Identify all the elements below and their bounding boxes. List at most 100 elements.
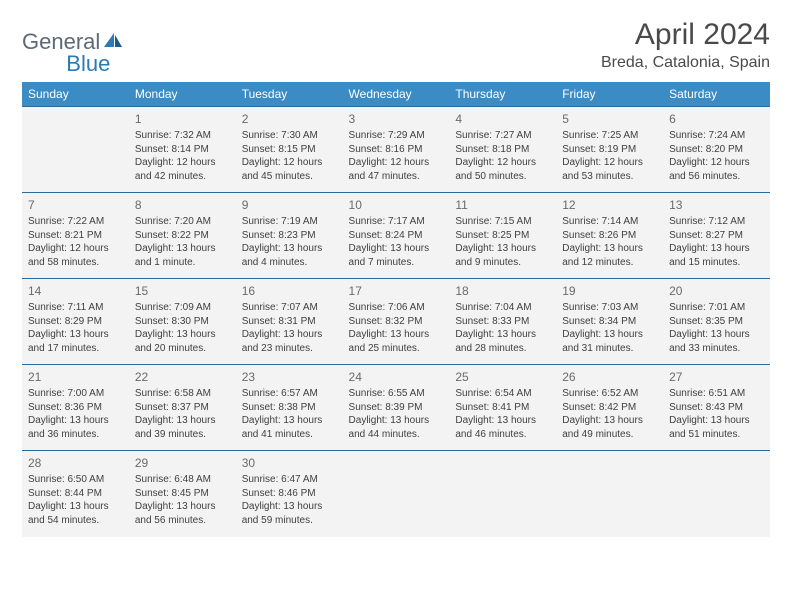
day-content: Sunrise: 7:24 AMSunset: 8:20 PMDaylight:… bbox=[669, 129, 764, 183]
calendar-week-row: 28Sunrise: 6:50 AMSunset: 8:44 PMDayligh… bbox=[22, 451, 770, 537]
calendar-day-cell: 2Sunrise: 7:30 AMSunset: 8:15 PMDaylight… bbox=[236, 107, 343, 193]
day-line-ss: Sunset: 8:15 PM bbox=[242, 143, 337, 157]
calendar-day-cell: 21 Sunrise: 7:00 AMSunset: 8:36 PMDayligh… bbox=[22, 365, 129, 451]
title-block: April 2024 Breda, Catalonia, Spain bbox=[601, 18, 770, 72]
page-header: General Blue April 2024 Breda, Catalonia… bbox=[22, 18, 770, 72]
day-line-ss: Sunset: 8:34 PM bbox=[562, 315, 657, 329]
day-content: Sunrise: 6:57 AMSunset: 8:38 PMDaylight:… bbox=[242, 387, 337, 441]
day-line-d1: Daylight: 12 hours bbox=[242, 156, 337, 170]
day-line-d1: Daylight: 13 hours bbox=[135, 328, 230, 342]
day-line-ss: Sunset: 8:45 PM bbox=[135, 487, 230, 501]
day-line-sr: Sunrise: 7:12 AM bbox=[669, 215, 764, 229]
day-line-d1: Daylight: 13 hours bbox=[349, 328, 444, 342]
calendar-day-cell: 19Sunrise: 7:03 AMSunset: 8:34 PMDayligh… bbox=[556, 279, 663, 365]
calendar-day-cell bbox=[22, 107, 129, 193]
day-line-sr: Sunrise: 7:14 AM bbox=[562, 215, 657, 229]
day-number: 26 bbox=[562, 369, 657, 385]
day-line-d2: and 23 minutes. bbox=[242, 342, 337, 356]
day-line-ss: Sunset: 8:35 PM bbox=[669, 315, 764, 329]
day-line-sr: Sunrise: 6:51 AM bbox=[669, 387, 764, 401]
day-number: 30 bbox=[242, 455, 337, 471]
day-content: Sunrise: 7:00 AMSunset: 8:36 PMDaylight:… bbox=[28, 387, 123, 441]
day-line-ss: Sunset: 8:33 PM bbox=[455, 315, 550, 329]
day-line-d1: Daylight: 12 hours bbox=[562, 156, 657, 170]
day-line-d2: and 15 minutes. bbox=[669, 256, 764, 270]
day-line-sr: Sunrise: 7:27 AM bbox=[455, 129, 550, 143]
calendar-day-cell: 8Sunrise: 7:20 AMSunset: 8:22 PMDaylight… bbox=[129, 193, 236, 279]
day-line-d2: and 54 minutes. bbox=[28, 514, 123, 528]
day-line-d2: and 12 minutes. bbox=[562, 256, 657, 270]
day-header: Wednesday bbox=[343, 82, 450, 107]
day-header: Monday bbox=[129, 82, 236, 107]
day-line-ss: Sunset: 8:36 PM bbox=[28, 401, 123, 415]
calendar-day-cell: 1Sunrise: 7:32 AMSunset: 8:14 PMDaylight… bbox=[129, 107, 236, 193]
day-line-sr: Sunrise: 7:03 AM bbox=[562, 301, 657, 315]
calendar-day-cell: 14Sunrise: 7:11 AMSunset: 8:29 PMDayligh… bbox=[22, 279, 129, 365]
day-header: Friday bbox=[556, 82, 663, 107]
day-number: 7 bbox=[28, 197, 123, 213]
day-line-ss: Sunset: 8:37 PM bbox=[135, 401, 230, 415]
day-line-ss: Sunset: 8:16 PM bbox=[349, 143, 444, 157]
day-content: Sunrise: 7:03 AMSunset: 8:34 PMDaylight:… bbox=[562, 301, 657, 355]
day-number: 8 bbox=[135, 197, 230, 213]
day-line-d1: Daylight: 13 hours bbox=[669, 242, 764, 256]
calendar-week-row: 21Sunrise: 7:00 AMSunset: 8:36 PMDayligh… bbox=[22, 365, 770, 451]
day-line-ss: Sunset: 8:18 PM bbox=[455, 143, 550, 157]
calendar-day-cell: 6Sunrise: 7:24 AMSunset: 8:20 PMDaylight… bbox=[663, 107, 770, 193]
day-content: Sunrise: 7:04 AMSunset: 8:33 PMDaylight:… bbox=[455, 301, 550, 355]
day-line-d2: and 36 minutes. bbox=[28, 428, 123, 442]
day-number: 2 bbox=[242, 111, 337, 127]
day-line-d1: Daylight: 13 hours bbox=[455, 328, 550, 342]
day-line-sr: Sunrise: 7:20 AM bbox=[135, 215, 230, 229]
calendar-subtitle: Breda, Catalonia, Spain bbox=[601, 54, 770, 72]
day-content: Sunrise: 7:22 AMSunset: 8:21 PMDaylight:… bbox=[28, 215, 123, 269]
day-line-sr: Sunrise: 6:54 AM bbox=[455, 387, 550, 401]
calendar-day-cell: 24Sunrise: 6:55 AMSunset: 8:39 PMDayligh… bbox=[343, 365, 450, 451]
day-line-d1: Daylight: 13 hours bbox=[562, 414, 657, 428]
day-number: 29 bbox=[135, 455, 230, 471]
day-line-d1: Daylight: 12 hours bbox=[455, 156, 550, 170]
calendar-day-cell: 28Sunrise: 6:50 AMSunset: 8:44 PMDayligh… bbox=[22, 451, 129, 537]
day-line-ss: Sunset: 8:43 PM bbox=[669, 401, 764, 415]
day-number: 21 bbox=[28, 369, 123, 385]
day-line-sr: Sunrise: 7:22 AM bbox=[28, 215, 123, 229]
day-line-d2: and 58 minutes. bbox=[28, 256, 123, 270]
calendar-day-cell: 16Sunrise: 7:07 AMSunset: 8:31 PMDayligh… bbox=[236, 279, 343, 365]
day-line-ss: Sunset: 8:21 PM bbox=[28, 229, 123, 243]
day-line-d1: Daylight: 13 hours bbox=[455, 414, 550, 428]
day-line-d1: Daylight: 12 hours bbox=[669, 156, 764, 170]
calendar-day-cell: 29Sunrise: 6:48 AMSunset: 8:45 PMDayligh… bbox=[129, 451, 236, 537]
day-line-d1: Daylight: 13 hours bbox=[669, 414, 764, 428]
day-line-d1: Daylight: 13 hours bbox=[135, 500, 230, 514]
day-line-sr: Sunrise: 6:50 AM bbox=[28, 473, 123, 487]
day-number: 3 bbox=[349, 111, 444, 127]
day-line-d1: Daylight: 13 hours bbox=[455, 242, 550, 256]
day-content: Sunrise: 7:14 AMSunset: 8:26 PMDaylight:… bbox=[562, 215, 657, 269]
day-line-d1: Daylight: 13 hours bbox=[135, 242, 230, 256]
day-line-sr: Sunrise: 7:25 AM bbox=[562, 129, 657, 143]
day-number: 4 bbox=[455, 111, 550, 127]
day-line-d2: and 44 minutes. bbox=[349, 428, 444, 442]
day-line-d2: and 31 minutes. bbox=[562, 342, 657, 356]
day-line-ss: Sunset: 8:27 PM bbox=[669, 229, 764, 243]
calendar-day-cell: 9Sunrise: 7:19 AMSunset: 8:23 PMDaylight… bbox=[236, 193, 343, 279]
day-line-sr: Sunrise: 7:00 AM bbox=[28, 387, 123, 401]
day-content: Sunrise: 7:27 AMSunset: 8:18 PMDaylight:… bbox=[455, 129, 550, 183]
day-line-d2: and 33 minutes. bbox=[669, 342, 764, 356]
calendar-day-cell: 11Sunrise: 7:15 AMSunset: 8:25 PMDayligh… bbox=[449, 193, 556, 279]
day-content: Sunrise: 7:12 AMSunset: 8:27 PMDaylight:… bbox=[669, 215, 764, 269]
day-header-row: Sunday Monday Tuesday Wednesday Thursday… bbox=[22, 82, 770, 107]
day-number: 12 bbox=[562, 197, 657, 213]
day-line-d1: Daylight: 13 hours bbox=[28, 328, 123, 342]
day-number: 14 bbox=[28, 283, 123, 299]
day-line-sr: Sunrise: 7:01 AM bbox=[669, 301, 764, 315]
day-header: Thursday bbox=[449, 82, 556, 107]
day-line-d2: and 4 minutes. bbox=[242, 256, 337, 270]
day-line-d2: and 46 minutes. bbox=[455, 428, 550, 442]
day-line-d2: and 50 minutes. bbox=[455, 170, 550, 184]
day-line-ss: Sunset: 8:42 PM bbox=[562, 401, 657, 415]
calendar-day-cell: 10Sunrise: 7:17 AMSunset: 8:24 PMDayligh… bbox=[343, 193, 450, 279]
day-line-sr: Sunrise: 7:07 AM bbox=[242, 301, 337, 315]
day-line-ss: Sunset: 8:31 PM bbox=[242, 315, 337, 329]
day-line-d2: and 42 minutes. bbox=[135, 170, 230, 184]
